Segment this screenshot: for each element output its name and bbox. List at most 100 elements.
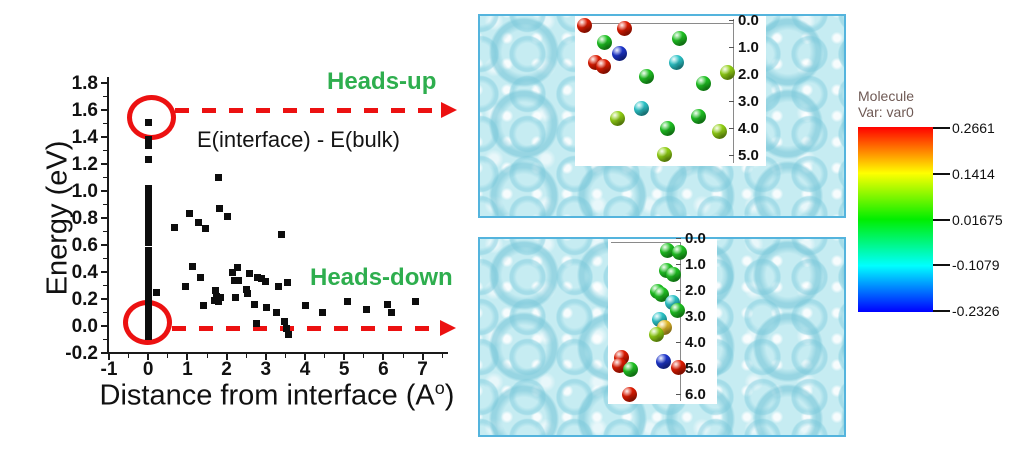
depth-tick-label: 0.0 (738, 12, 759, 29)
molecule-sphere (638, 68, 654, 84)
scatter-point (234, 276, 242, 284)
x-axis-title-text: Distance from interface (A (99, 379, 435, 412)
x-tick-label: 7 (417, 359, 428, 380)
y-tick-label: 0.0 (71, 316, 98, 337)
scatter-point (144, 184, 152, 192)
y-tick-label: 1.2 (71, 154, 98, 175)
molecule-sphere (656, 146, 672, 162)
scatter-point (275, 283, 283, 291)
scatter-point (243, 290, 251, 298)
x-minor-tick (128, 354, 130, 358)
molecule-sphere (609, 110, 625, 126)
molecule-sphere (633, 100, 649, 116)
scatter-point (144, 201, 152, 208)
y-tick-label: -0.2 (65, 343, 98, 364)
depth-tick (676, 264, 681, 265)
scatter-point (144, 271, 152, 279)
colorbar-title-line2: Var: var0 (858, 104, 914, 121)
colorbar-title: Molecule Var: var0 (858, 88, 914, 120)
scatter-point (282, 325, 290, 333)
y-minor-tick (103, 177, 107, 178)
molecule-sphere (671, 244, 687, 260)
x-tick-label: 3 (260, 359, 272, 380)
depth-tick-label: 2.0 (685, 282, 706, 299)
x-minor-tick (167, 354, 169, 358)
molecule-sphere (655, 353, 671, 369)
y-minor-tick (103, 123, 107, 124)
scatter-point (144, 325, 152, 333)
molecule-sphere (719, 64, 735, 80)
depth-tick (729, 20, 734, 21)
scatter-point (144, 329, 152, 337)
x-axis-title-close: ) (444, 379, 455, 412)
x-minor-tick (363, 354, 365, 358)
scatter-point (215, 298, 223, 306)
y-tick-label: 0.2 (71, 289, 98, 310)
y-axis-line (107, 77, 109, 354)
molecule-sphere (648, 326, 664, 342)
scatter-point (144, 211, 152, 219)
molecule-sphere (659, 242, 675, 258)
y-tick (101, 82, 107, 84)
scatter-point (285, 330, 293, 338)
scatter-point (144, 141, 152, 149)
scatter-point (252, 319, 260, 327)
molecule-sphere (595, 58, 611, 74)
x-tick (304, 354, 306, 360)
scatter-point (273, 309, 281, 316)
x-axis-title: Distance from interface (Ao) (100, 379, 455, 411)
scatter-point (144, 314, 152, 322)
y-tick-label: 1.8 (71, 73, 98, 94)
x-tick (421, 354, 424, 360)
y-tick (101, 244, 107, 246)
y-tick-label: 0.6 (71, 235, 98, 256)
depth-tick-label: 4.0 (738, 120, 759, 137)
x-tick-label: 2 (221, 359, 232, 380)
colorbar-tick (933, 218, 950, 221)
scatter-point (362, 306, 370, 314)
scatter-point (383, 300, 391, 308)
y-tick (101, 352, 107, 354)
scatter-point (144, 333, 152, 341)
colorbar-tick-label: -0.1079 (952, 257, 1000, 274)
x-tick (186, 354, 189, 360)
molecule-sphere (596, 34, 612, 50)
scatter-point (280, 318, 288, 326)
heads-down-arrow-head (440, 320, 456, 336)
molecule-sphere (576, 17, 592, 33)
heads-up-arrow-head (441, 102, 457, 118)
y-minor-tick (103, 339, 107, 340)
x-axis-line (107, 352, 448, 354)
x-minor-tick (402, 354, 404, 358)
colorbar-tick-label: -0.2326 (952, 303, 1000, 319)
scatter-point (263, 303, 271, 311)
y-minor-tick (103, 150, 107, 151)
x-tick-label: 0 (142, 359, 154, 380)
y-tick (101, 217, 107, 219)
scatter-point (242, 286, 250, 294)
scatter-point (210, 296, 218, 304)
depth-tick-label: 5.0 (685, 360, 706, 377)
molecule-sphere (671, 30, 687, 46)
scatter-point (197, 273, 205, 281)
y-tick (101, 136, 107, 138)
scatter-point (144, 253, 152, 261)
scatter-point (144, 265, 152, 273)
molecule-sphere (611, 45, 627, 61)
scatter-point (144, 287, 152, 295)
x-tick (382, 354, 385, 360)
y-tick (101, 325, 107, 327)
scatter-point (144, 217, 152, 225)
molecule-sphere (690, 108, 706, 124)
depth-tick (729, 128, 734, 129)
scatter-point (189, 263, 197, 271)
molecule-sphere (653, 286, 669, 302)
scatter-point (223, 213, 231, 221)
colorbar-tick (933, 172, 950, 175)
y-tick (101, 190, 107, 192)
x-tick (147, 354, 150, 360)
snapshot-box-edge-line (611, 242, 681, 243)
colorbar-tick-label: 0.1414 (952, 165, 995, 182)
snapshot-box-edge-line (587, 23, 733, 24)
scatter-point (144, 260, 152, 268)
